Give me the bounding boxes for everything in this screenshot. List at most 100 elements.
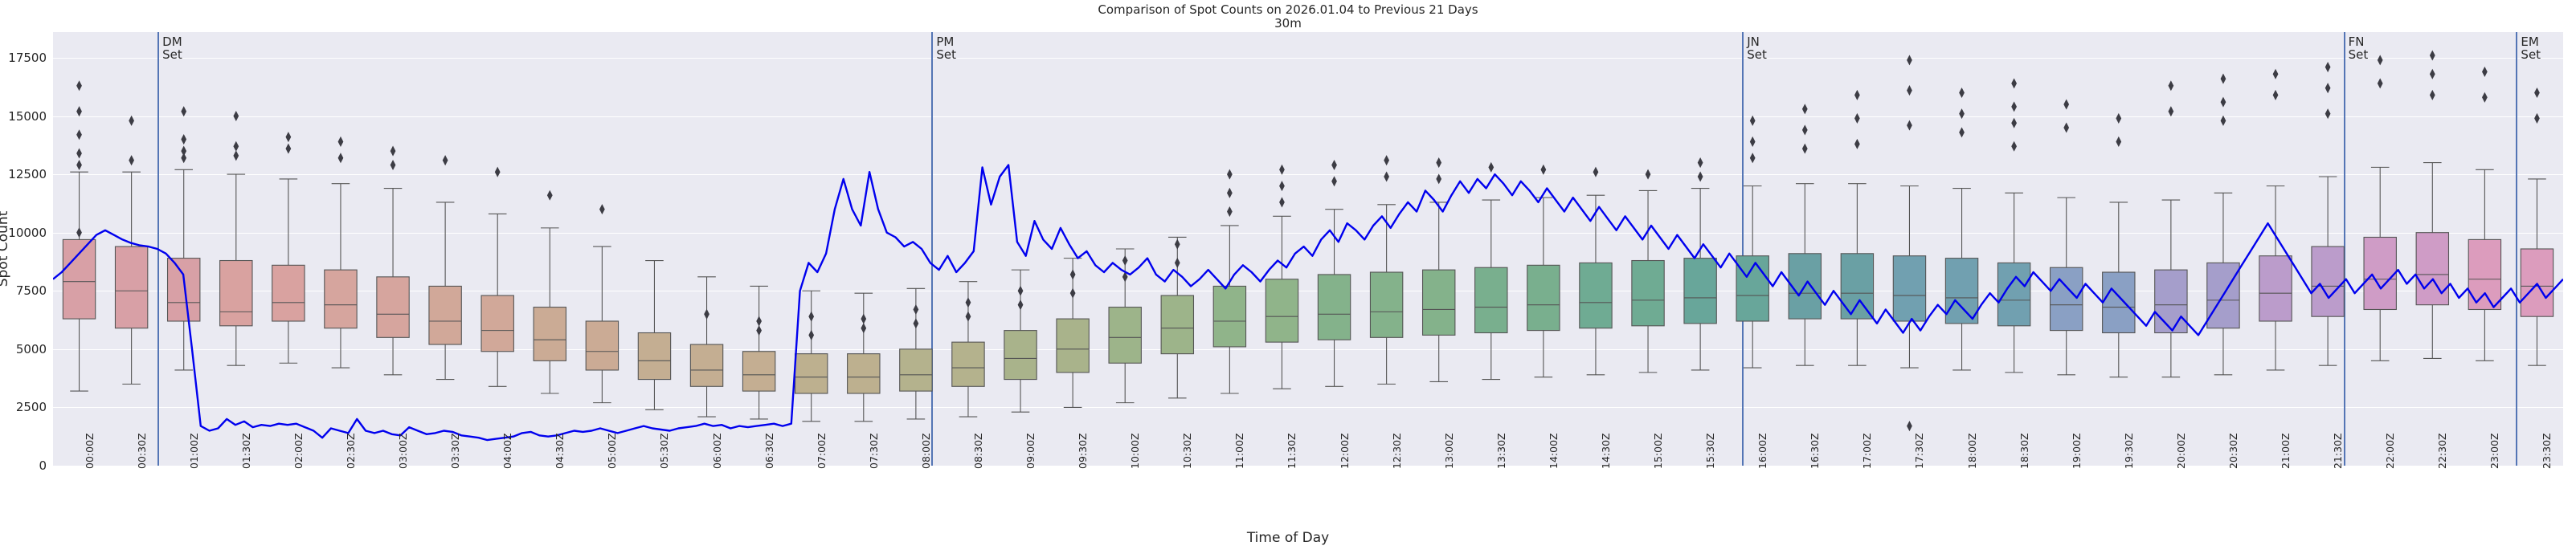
- x-tick-label: 18:00Z: [1965, 433, 1978, 469]
- boxplot-box: [637, 259, 672, 410]
- x-tick-label: 12:00Z: [1338, 433, 1351, 469]
- gridline: [53, 232, 2563, 234]
- boxplot-box: [1056, 258, 1090, 408]
- boxplot-box: [1631, 169, 1665, 373]
- x-tick-label: 10:00Z: [1129, 433, 1142, 469]
- x-tick-label: 18:30Z: [2018, 433, 2030, 469]
- boxplot-box: [585, 204, 619, 404]
- boxplot-box: [324, 136, 358, 369]
- x-tick-label: 02:00Z: [292, 433, 305, 469]
- x-tick-label: 17:30Z: [1913, 433, 1926, 469]
- x-tick-label: 01:30Z: [239, 433, 252, 469]
- boxplot-box: [1160, 236, 1195, 399]
- y-tick-label: 12500: [8, 167, 47, 182]
- boxplot-box: [2259, 68, 2292, 371]
- boxplot-box: [1474, 161, 1508, 381]
- x-tick-label: 09:00Z: [1024, 433, 1037, 469]
- chart-canvas: [53, 50, 2563, 442]
- boxplot-box: [2154, 80, 2188, 378]
- gridline: [53, 57, 2563, 59]
- boxplot-box: [114, 115, 149, 385]
- x-tick-label: 16:30Z: [1809, 433, 1822, 469]
- y-axis-ticks: 0 2500 5000 7500 10000 12500 15000 17500: [0, 32, 47, 473]
- x-tick-label: 00:00Z: [83, 433, 96, 469]
- x-tick-label: 12:30Z: [1390, 433, 1403, 469]
- x-axis-ticks: 00:00Z 00:30Z 01:00Z 01:30Z 02:00Z 02:30Z 03:0…: [53, 433, 2563, 533]
- boxplot-box: [1527, 164, 1560, 378]
- x-tick-label: 08:30Z: [971, 433, 984, 469]
- y-tick-label: 15000: [8, 108, 47, 124]
- boxplot-box: [428, 155, 462, 381]
- plot-area: DM Set PM Set JN Set FN Set EM Set: [53, 32, 2563, 466]
- annotation-label: PM Set: [936, 35, 957, 62]
- boxplot-box: [2363, 55, 2397, 361]
- boxplot-box: [794, 290, 828, 422]
- boxplot-box: [1108, 248, 1142, 404]
- gridline: [53, 407, 2563, 409]
- boxplot-box: [742, 285, 776, 420]
- y-tick-label: 0: [39, 458, 47, 473]
- x-tick-label: 03:30Z: [449, 433, 462, 469]
- boxplot-box: [847, 292, 881, 422]
- boxplot-box: [899, 287, 933, 420]
- x-tick-label: 08:00Z: [919, 433, 932, 469]
- boxplot-box: [951, 281, 985, 417]
- x-tick-label: 16:00Z: [1756, 433, 1769, 469]
- y-tick-label: 7500: [15, 283, 47, 299]
- boxplot-box: [1892, 55, 1927, 432]
- x-tick-label: 02:30Z: [344, 433, 357, 469]
- y-tick-label: 10000: [8, 225, 47, 240]
- x-tick-label: 11:30Z: [1286, 433, 1298, 469]
- annotation-line: [2516, 32, 2518, 466]
- boxplot-box: [1369, 155, 1404, 385]
- boxplot-box: [219, 110, 253, 366]
- x-tick-label: 19:30Z: [2122, 433, 2135, 469]
- x-tick-label: 22:00Z: [2384, 433, 2397, 469]
- annotation-label: EM Set: [2521, 35, 2541, 62]
- boxplot-box: [2049, 99, 2083, 376]
- y-tick-label: 17500: [8, 50, 47, 65]
- annotation-label: FN Set: [2348, 35, 2369, 62]
- x-tick-label: 05:30Z: [658, 433, 671, 469]
- boxplot-box: [2468, 66, 2502, 361]
- x-tick-label: 23:00Z: [2488, 433, 2501, 469]
- boxplot-box: [1579, 166, 1613, 376]
- boxplot-box: [1840, 89, 1875, 366]
- x-tick-label: 06:30Z: [763, 433, 775, 469]
- boxplot-box: [2415, 50, 2450, 360]
- x-tick-label: 13:00Z: [1442, 433, 1455, 469]
- x-tick-label: 09:30Z: [1077, 433, 1090, 469]
- x-tick-label: 07:30Z: [867, 433, 880, 469]
- x-tick-label: 04:00Z: [501, 433, 514, 469]
- boxplot-box: [480, 166, 514, 387]
- boxplot-box: [1421, 157, 1456, 383]
- x-tick-label: 13:30Z: [1494, 433, 1507, 469]
- x-tick-label: 07:00Z: [815, 433, 828, 469]
- x-tick-label: 10:30Z: [1181, 433, 1194, 469]
- current-day-line: [53, 164, 2563, 442]
- boxplot-box: [376, 145, 410, 376]
- boxplot-box: [62, 80, 96, 392]
- y-axis-label: Spot Count: [0, 210, 11, 287]
- x-tick-label: 01:00Z: [187, 433, 200, 469]
- boxplot-box: [2311, 62, 2345, 366]
- x-tick-label: 15:30Z: [1704, 433, 1717, 469]
- x-axis-label: Time of Day: [1246, 530, 1330, 546]
- annotation-line: [931, 32, 934, 466]
- chart-subtitle: 30m: [1274, 16, 1302, 31]
- boxplot-box: [272, 132, 305, 364]
- boxplot-box: [1736, 115, 1769, 369]
- gridline: [53, 116, 2563, 117]
- x-tick-label: 14:30Z: [1599, 433, 1612, 469]
- boxplot-box: [1683, 157, 1717, 371]
- x-tick-label: 00:30Z: [135, 433, 148, 469]
- boxplot-box: [1317, 159, 1351, 387]
- annotation-label: DM Set: [162, 35, 182, 62]
- x-tick-label: 23:30Z: [2541, 433, 2554, 469]
- boxplot-box: [2520, 87, 2554, 366]
- x-tick-label: 15:00Z: [1652, 433, 1665, 469]
- x-tick-label: 11:00Z: [1233, 433, 1246, 469]
- gridline: [53, 174, 2563, 176]
- chart-title: Comparison of Spot Counts on 2026.01.04 …: [1098, 2, 1478, 17]
- boxplot-box: [1212, 169, 1247, 394]
